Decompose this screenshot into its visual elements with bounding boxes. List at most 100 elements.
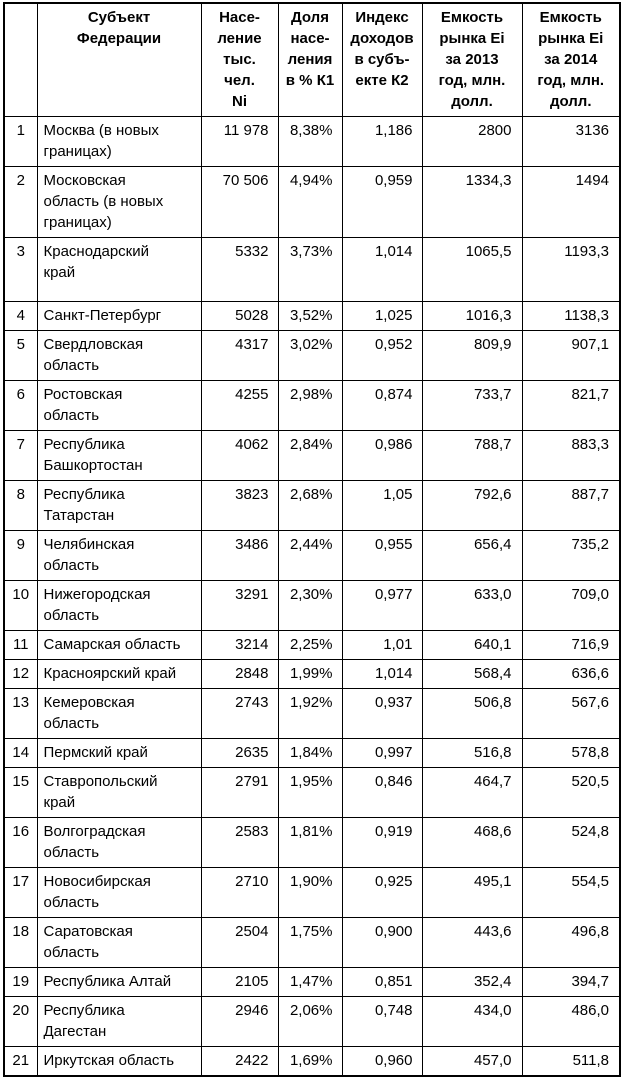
cell-region: Республика Дагестан (36, 996, 202, 1047)
cell-population: 4317 (200, 330, 279, 381)
cell-capacity_2013: 495,1 (421, 867, 523, 918)
cell-num: 9 (3, 530, 38, 581)
cell-capacity_2013: 468,6 (421, 817, 523, 868)
cell-share: 2,98% (277, 380, 343, 431)
cell-share: 2,25% (277, 630, 343, 660)
cell-population: 2635 (200, 738, 279, 768)
cell-population: 5332 (200, 237, 279, 302)
cell-num: 4 (3, 301, 38, 331)
table-row: 15 Ставропольский край 2791 1,95% 0,846 464,7… (3, 767, 621, 818)
table-row: 9 Челябинская область 3486 2,44% 0,955 656,4 7… (3, 530, 621, 581)
cell-population: 2583 (200, 817, 279, 868)
cell-capacity_2013: 640,1 (421, 630, 523, 660)
table-row: 16 Волгоградская область 2583 1,81% 0,919 468… (3, 817, 621, 868)
cell-share: 2,30% (277, 580, 343, 631)
cell-income_index: 0,952 (341, 330, 423, 381)
column-header-income_index: Индекс доходов в субъ- екте К2 (341, 2, 423, 117)
column-header-capacity_2013: Емкость рынка Ei за 2013 год, млн. долл. (421, 2, 523, 117)
cell-population: 4062 (200, 430, 279, 481)
cell-population: 11 978 (200, 116, 279, 167)
cell-capacity_2013: 2800 (421, 116, 523, 167)
cell-income_index: 0,977 (341, 580, 423, 631)
cell-region: Пермский край (36, 738, 202, 768)
cell-capacity_2013: 457,0 (421, 1046, 523, 1077)
cell-share: 1,95% (277, 767, 343, 818)
cell-population: 2504 (200, 917, 279, 968)
cell-share: 2,44% (277, 530, 343, 581)
cell-capacity_2013: 792,6 (421, 480, 523, 531)
cell-num: 7 (3, 430, 38, 481)
cell-num: 1 (3, 116, 38, 167)
cell-income_index: 0,959 (341, 166, 423, 238)
cell-region: Волгоградская область (36, 817, 202, 868)
table-row: 17 Новосибирская область 2710 1,90% 0,925 495… (3, 867, 621, 918)
header-row: Субъект Федерации Насе- ление тыс. чел. N… (3, 2, 621, 117)
cell-capacity_2014: 486,0 (521, 996, 621, 1047)
table-row: 6 Ростовская область 4255 2,98% 0,874 733,7 82… (3, 380, 621, 431)
table-body: 1 Москва (в новых границах) 11 978 8,38% 1,1… (3, 116, 621, 1077)
cell-region: Москва (в новых границах) (36, 116, 202, 167)
cell-num: 19 (3, 967, 38, 997)
cell-capacity_2013: 352,4 (421, 967, 523, 997)
cell-capacity_2013: 1065,5 (421, 237, 523, 302)
cell-population: 2848 (200, 659, 279, 689)
cell-share: 4,94% (277, 166, 343, 238)
cell-num: 11 (3, 630, 38, 660)
cell-capacity_2013: 788,7 (421, 430, 523, 481)
table-row: 8 Республика Татарстан 3823 2,68% 1,05 792,6 8… (3, 480, 621, 531)
cell-region: Московская область (в новых границах) (36, 166, 202, 238)
cell-population: 2946 (200, 996, 279, 1047)
cell-income_index: 0,997 (341, 738, 423, 768)
cell-share: 1,75% (277, 917, 343, 968)
cell-region: Санкт-Петербург (36, 301, 202, 331)
cell-capacity_2014: 3136 (521, 116, 621, 167)
table-row: 3 Краснодарский край 5332 3,73% 1,014 1065,5 1… (3, 237, 621, 302)
column-header-region: Субъект Федерации (36, 2, 202, 117)
cell-region: Саратовская область (36, 917, 202, 968)
cell-region: Республика Алтай (36, 967, 202, 997)
cell-income_index: 0,846 (341, 767, 423, 818)
cell-capacity_2013: 1334,3 (421, 166, 523, 238)
regions-market-capacity-table: Субъект Федерации Насе- ление тыс. чел. N… (3, 2, 621, 1077)
cell-income_index: 0,925 (341, 867, 423, 918)
cell-income_index: 1,01 (341, 630, 423, 660)
cell-share: 3,02% (277, 330, 343, 381)
cell-capacity_2013: 506,8 (421, 688, 523, 739)
cell-share: 1,99% (277, 659, 343, 689)
cell-capacity_2013: 656,4 (421, 530, 523, 581)
cell-num: 12 (3, 659, 38, 689)
cell-region: Ростовская область (36, 380, 202, 431)
cell-num: 17 (3, 867, 38, 918)
cell-capacity_2014: 1138,3 (521, 301, 621, 331)
column-header-population: Насе- ление тыс. чел. Ni (200, 2, 279, 117)
cell-income_index: 0,748 (341, 996, 423, 1047)
cell-region: Новосибирская область (36, 867, 202, 918)
cell-share: 1,84% (277, 738, 343, 768)
cell-num: 10 (3, 580, 38, 631)
cell-population: 70 506 (200, 166, 279, 238)
cell-capacity_2014: 520,5 (521, 767, 621, 818)
cell-share: 1,92% (277, 688, 343, 739)
cell-share: 1,47% (277, 967, 343, 997)
cell-share: 2,84% (277, 430, 343, 481)
table-row: 11 Самарская область 3214 2,25% 1,01 640,1 716… (3, 630, 621, 660)
column-header-empty (3, 2, 38, 117)
cell-income_index: 0,986 (341, 430, 423, 481)
cell-capacity_2014: 524,8 (521, 817, 621, 868)
table-row: 13 Кемеровская область 2743 1,92% 0,937 506,8… (3, 688, 621, 739)
cell-region: Свердловская область (36, 330, 202, 381)
cell-share: 2,06% (277, 996, 343, 1047)
cell-share: 3,52% (277, 301, 343, 331)
cell-capacity_2014: 554,5 (521, 867, 621, 918)
cell-region: Республика Татарстан (36, 480, 202, 531)
table-row: 7 Республика Башкортостан 4062 2,84% 0,986 78… (3, 430, 621, 481)
cell-region: Ставропольский край (36, 767, 202, 818)
cell-capacity_2014: 716,9 (521, 630, 621, 660)
cell-capacity_2014: 1494 (521, 166, 621, 238)
cell-income_index: 1,014 (341, 237, 423, 302)
table-row: 2 Московская область (в новых границах) 70… (3, 166, 621, 238)
cell-num: 16 (3, 817, 38, 868)
cell-num: 21 (3, 1046, 38, 1077)
cell-capacity_2013: 633,0 (421, 580, 523, 631)
cell-capacity_2014: 511,8 (521, 1046, 621, 1077)
